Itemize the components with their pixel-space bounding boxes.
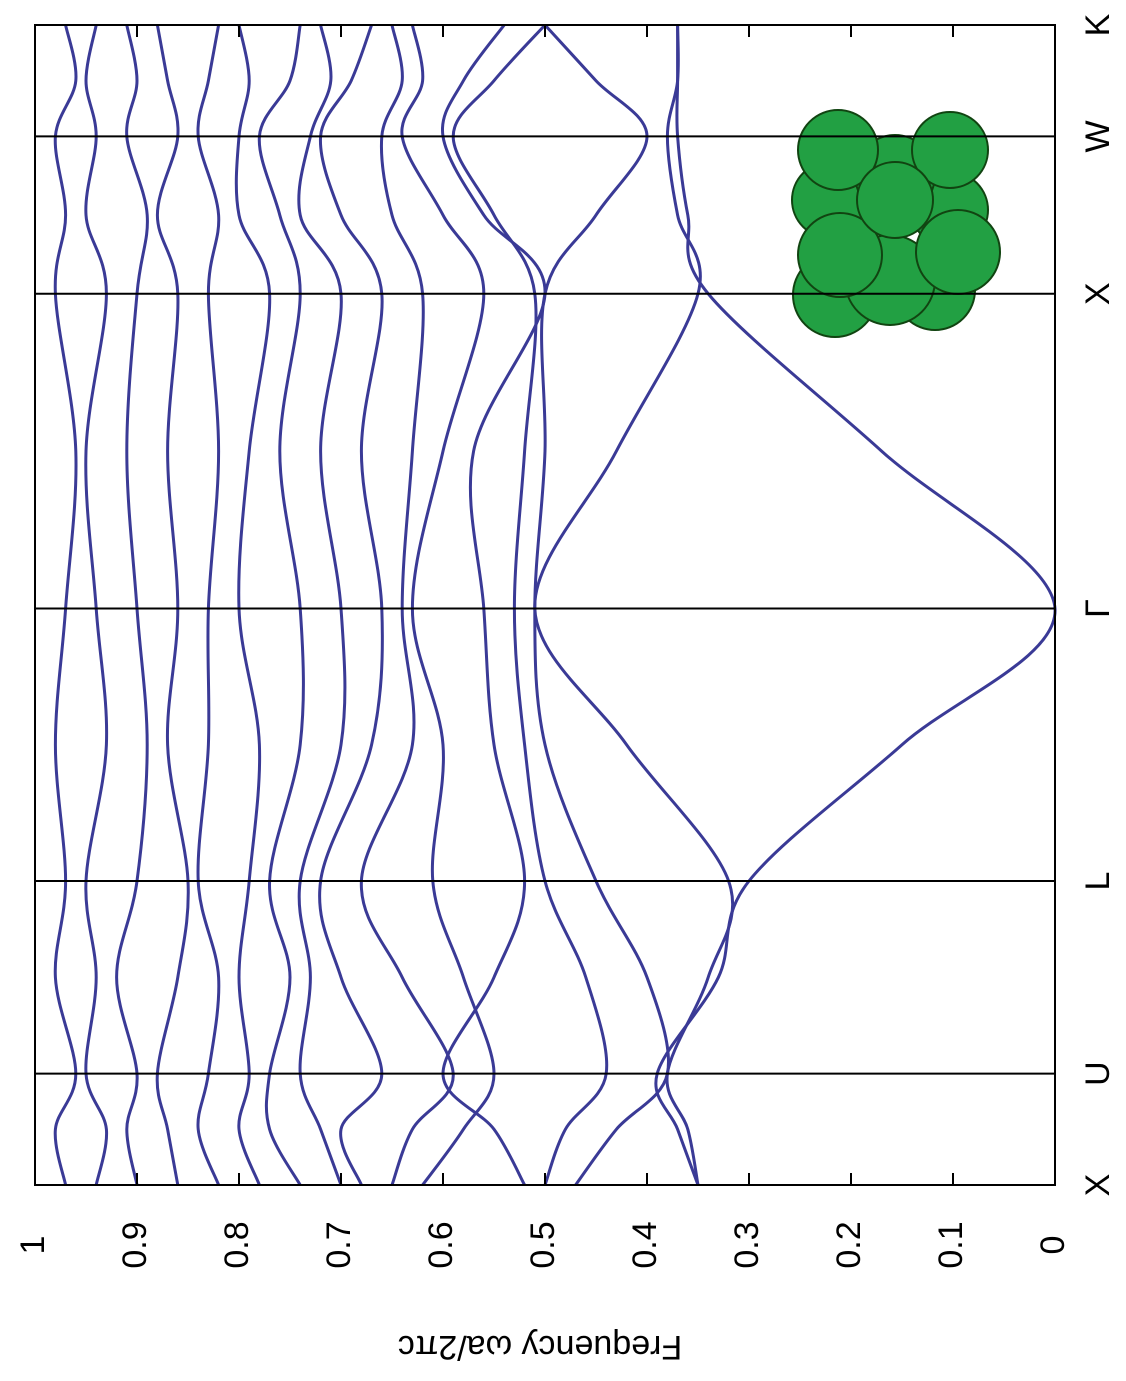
band-line [402, 25, 494, 1185]
y-axis-title: Frequency ωa/2πc [398, 1328, 682, 1366]
band-line [259, 25, 303, 1185]
y-tick-label: 1 [14, 1236, 52, 1255]
band-line [442, 25, 545, 1185]
x-tick-label: U [1079, 1061, 1117, 1086]
band-line [236, 25, 269, 1185]
band-line [117, 25, 148, 1185]
x-tick-label: K [1079, 13, 1117, 36]
band-line [299, 25, 345, 1185]
band-line [535, 25, 669, 1185]
y-tick-label: 0.9 [116, 1221, 154, 1268]
band-line [198, 25, 219, 1185]
y-tick-label: 0.2 [830, 1221, 868, 1268]
y-tick-label: 0.5 [524, 1221, 562, 1268]
band-line [55, 25, 76, 1185]
x-tick-label: W [1079, 120, 1117, 152]
band-line [361, 25, 453, 1185]
band-line [157, 25, 188, 1185]
x-tick-label: X [1079, 1174, 1117, 1197]
band-line [86, 25, 107, 1185]
band-line [535, 25, 733, 1185]
chart: Frequency ωa/2πc 0 0.1 0.2 0.3 0.4 0.5 0.6 0.7 0… [0, 0, 1126, 1381]
x-tick-label: X [1079, 282, 1117, 305]
y-tick-label: 0.3 [728, 1221, 766, 1268]
y-tick-label: 0.1 [932, 1221, 970, 1268]
y-tick-label: 0 [1034, 1236, 1072, 1255]
y-tick-label: 0.8 [218, 1221, 256, 1268]
inset-crystal [792, 110, 1000, 337]
x-tick-label: L [1079, 872, 1117, 891]
y-tick-label: 0.4 [626, 1221, 664, 1268]
y-tick-label: 0.7 [320, 1221, 358, 1268]
x-tick-label: Γ [1079, 599, 1117, 618]
band-line [320, 25, 383, 1185]
y-tick-label: 0.6 [422, 1221, 460, 1268]
